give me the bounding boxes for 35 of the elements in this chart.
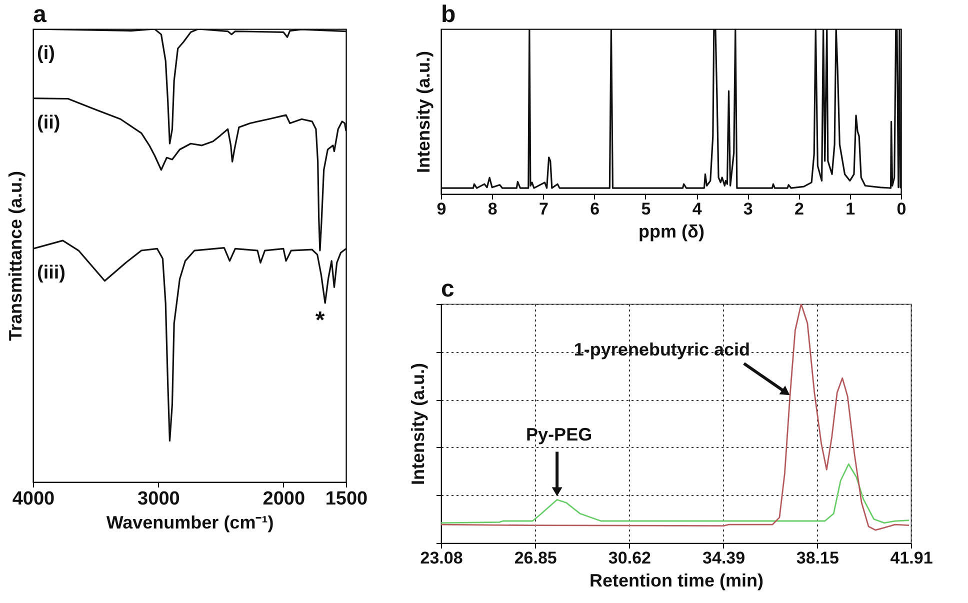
x-tick-label: 30.62 — [608, 548, 651, 568]
x-tick-label: 9 — [436, 200, 446, 218]
chart-title: a — [33, 1, 47, 28]
x-axis-title: Wavenumber (cm⁻¹) — [106, 512, 274, 532]
x-tick-label: 41.91 — [890, 548, 933, 568]
x-tick-label: 34.39 — [702, 548, 746, 568]
series-label: (i) — [37, 43, 55, 64]
x-tick-label: 3 — [743, 200, 753, 218]
x-tick-label: 1 — [846, 200, 856, 218]
x-tick-label: 3000 — [138, 488, 180, 510]
x-tick-label: 38.15 — [796, 548, 839, 568]
x-tick-label: 5 — [641, 200, 651, 218]
x-tick-label: 4000 — [12, 488, 55, 510]
x-tick-label: 4 — [692, 200, 702, 218]
annotation: 1-pyrenebutyric acid — [574, 339, 750, 360]
y-axis-title: Intensity (a.u.) — [408, 362, 428, 486]
y-axis-title: Intensity (a.u.) — [414, 50, 434, 174]
annotation: Py-PEG — [526, 424, 592, 445]
chart-title: b — [441, 1, 456, 28]
x-tick-label: 1500 — [325, 488, 368, 510]
x-axis-title: ppm (δ) — [638, 222, 704, 242]
series-label: (iii) — [37, 262, 66, 284]
annotation: * — [315, 307, 326, 334]
chart-title: c — [441, 276, 454, 302]
x-tick-label: 0 — [896, 200, 906, 218]
x-tick-label: 6 — [590, 200, 600, 218]
x-tick-label: 8 — [488, 200, 498, 218]
x-tick-label: 2 — [794, 200, 804, 218]
x-tick-label: 26.85 — [514, 548, 557, 568]
x-axis-title: Retention time (min) — [590, 570, 764, 590]
x-tick-label: 23.08 — [420, 548, 463, 568]
x-tick-label: 2000 — [262, 488, 306, 510]
series-label: (ii) — [37, 112, 60, 134]
y-axis-title: Transmittance (a.u.) — [6, 170, 26, 342]
x-tick-label: 7 — [538, 200, 548, 218]
